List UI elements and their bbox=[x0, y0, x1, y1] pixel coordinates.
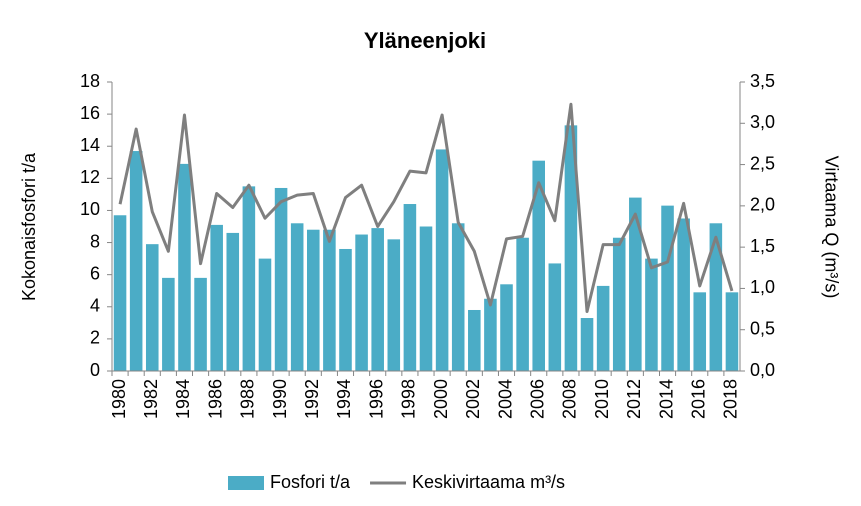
y2-tick-label: 0,5 bbox=[750, 318, 775, 338]
bar bbox=[387, 239, 401, 371]
bar bbox=[435, 149, 449, 371]
bar bbox=[725, 292, 739, 371]
legend-label: Keskivirtaama m³/s bbox=[412, 472, 565, 492]
x-tick-label: 2018 bbox=[721, 379, 741, 419]
x-tick-label: 2004 bbox=[495, 379, 515, 419]
bar bbox=[226, 232, 240, 371]
bar bbox=[596, 285, 610, 371]
bar bbox=[339, 248, 352, 371]
x-tick-label: 2000 bbox=[431, 379, 451, 419]
y-tick-label: 4 bbox=[90, 296, 100, 316]
chart-title: Yläneenjoki bbox=[364, 28, 486, 53]
bar bbox=[194, 277, 207, 371]
x-tick-label: 2012 bbox=[624, 379, 644, 419]
legend: Fosfori t/a Keskivirtaama m³/s bbox=[228, 472, 565, 492]
y2-tick-label: 3,5 bbox=[750, 71, 775, 91]
bar bbox=[451, 223, 465, 371]
y2-tick-label: 2,0 bbox=[750, 195, 775, 215]
bar bbox=[548, 263, 562, 371]
bar bbox=[113, 215, 127, 371]
bar bbox=[677, 218, 690, 371]
bar bbox=[612, 237, 626, 371]
x-tick-label: 1996 bbox=[366, 379, 386, 419]
x-tick-label: 2002 bbox=[463, 379, 483, 419]
x-tick-label: 1994 bbox=[334, 379, 354, 419]
bar bbox=[145, 244, 159, 371]
bar bbox=[645, 258, 658, 371]
bar bbox=[162, 277, 175, 371]
bar bbox=[693, 292, 707, 371]
y2-tick-label: 1,5 bbox=[750, 236, 775, 256]
bar bbox=[178, 163, 191, 371]
y-tick-label: 16 bbox=[80, 103, 100, 123]
x-tick-label: 2010 bbox=[592, 379, 612, 419]
y-tick-label: 6 bbox=[90, 263, 100, 283]
bar bbox=[516, 237, 529, 371]
y-tick-label: 0 bbox=[90, 360, 100, 380]
bar bbox=[355, 234, 368, 371]
bar bbox=[323, 229, 336, 371]
bar bbox=[419, 226, 433, 371]
bar bbox=[629, 197, 642, 371]
y2-tick-label: 3,0 bbox=[750, 112, 775, 132]
bar bbox=[290, 223, 304, 371]
y-tick-label: 2 bbox=[90, 328, 100, 348]
bar bbox=[258, 258, 272, 371]
bar bbox=[210, 224, 223, 371]
x-tick-label: 1990 bbox=[270, 379, 290, 419]
legend-label: Fosfori t/a bbox=[270, 472, 351, 492]
bar bbox=[532, 160, 545, 371]
x-tick-label: 2008 bbox=[560, 379, 580, 419]
y2-tick-label: 2,5 bbox=[750, 153, 775, 173]
y-tick-label: 18 bbox=[80, 71, 100, 91]
bar bbox=[484, 298, 497, 371]
x-tick-label: 2016 bbox=[688, 379, 708, 419]
y-tick-label: 8 bbox=[90, 231, 100, 251]
y-axis-title: Kokonaisfosfori t/a bbox=[19, 152, 39, 301]
y-tick-label: 12 bbox=[80, 167, 100, 187]
bar bbox=[661, 205, 674, 371]
bar bbox=[242, 186, 256, 371]
x-tick-label: 1988 bbox=[238, 379, 258, 419]
bar bbox=[307, 229, 320, 371]
y2-tick-label: 1,0 bbox=[750, 277, 775, 297]
x-tick-label: 2014 bbox=[656, 379, 676, 419]
x-tick-label: 1992 bbox=[302, 379, 322, 419]
legend-swatch bbox=[228, 476, 264, 490]
bar bbox=[274, 187, 288, 371]
x-tick-label: 2006 bbox=[527, 379, 547, 419]
bar bbox=[709, 223, 723, 371]
x-tick-label: 1982 bbox=[141, 379, 161, 419]
y-tick-label: 10 bbox=[80, 199, 100, 219]
x-tick-label: 1986 bbox=[205, 379, 225, 419]
x-tick-label: 1980 bbox=[109, 379, 129, 419]
bar bbox=[564, 125, 578, 371]
bar bbox=[500, 284, 513, 371]
y-tick-label: 14 bbox=[80, 135, 100, 155]
y2-axis-title: Virtaama Q (m³/s) bbox=[821, 156, 841, 299]
y2-tick-label: 0,0 bbox=[750, 360, 775, 380]
x-tick-label: 1998 bbox=[399, 379, 419, 419]
bar bbox=[371, 228, 384, 371]
bar bbox=[403, 204, 417, 371]
bar bbox=[468, 309, 481, 371]
x-tick-label: 1984 bbox=[173, 379, 193, 419]
bar bbox=[129, 151, 143, 371]
line bbox=[118, 102, 734, 314]
bar bbox=[580, 318, 594, 371]
